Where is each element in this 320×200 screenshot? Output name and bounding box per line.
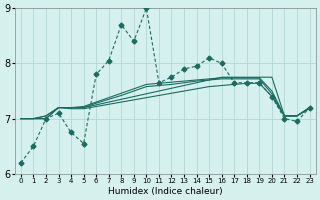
X-axis label: Humidex (Indice chaleur): Humidex (Indice chaleur) [108, 187, 222, 196]
